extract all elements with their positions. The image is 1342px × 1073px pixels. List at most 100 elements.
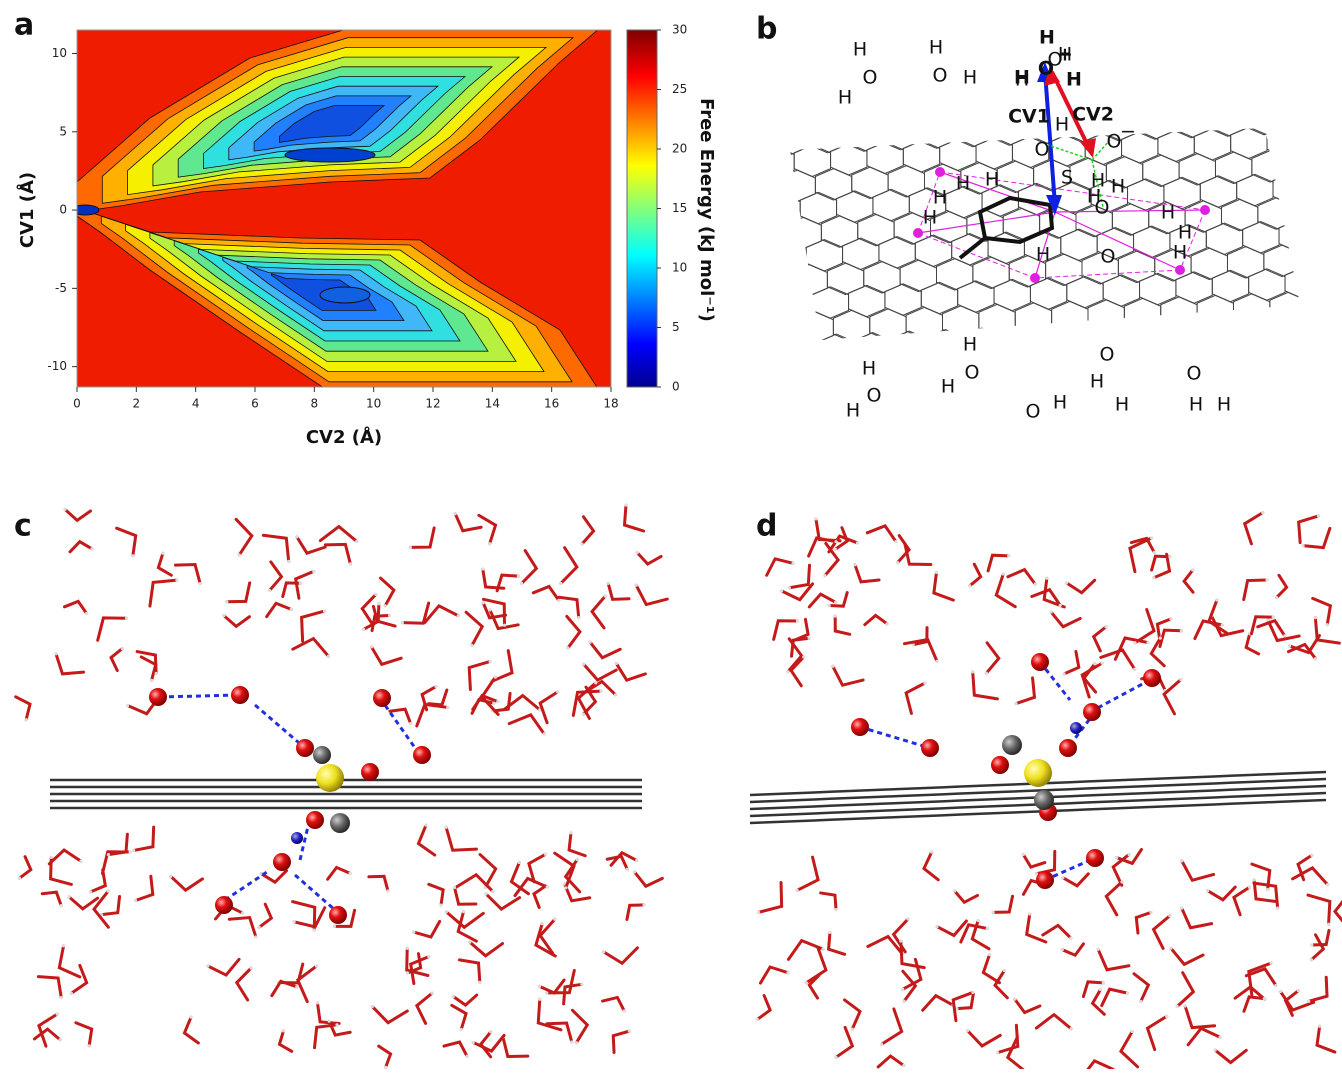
water-stick xyxy=(1134,974,1148,1002)
h-tip xyxy=(633,870,636,873)
h-tip xyxy=(588,641,591,644)
water-stick xyxy=(98,618,127,640)
hexagon xyxy=(1137,108,1173,140)
hexagon xyxy=(809,121,845,153)
h-tip xyxy=(427,955,430,958)
diagram-label: H xyxy=(853,39,867,61)
h-tip xyxy=(828,604,831,607)
h-tip xyxy=(401,621,404,624)
diagram-label: H xyxy=(862,358,876,380)
h-tip xyxy=(121,647,124,650)
h-tip xyxy=(370,645,373,648)
water-stick xyxy=(1299,516,1319,543)
h-tip xyxy=(56,1013,59,1016)
water-stick xyxy=(547,970,575,992)
hexagon xyxy=(882,118,918,150)
h-tip xyxy=(88,1044,91,1047)
h-tip xyxy=(470,644,473,647)
h-tip xyxy=(315,964,318,967)
h-tip xyxy=(1069,936,1072,939)
h-tip xyxy=(1248,886,1251,889)
water-stick xyxy=(1027,914,1046,942)
water-stick xyxy=(402,603,428,623)
water-stick xyxy=(71,965,86,993)
h-tip xyxy=(607,582,610,585)
hexagon xyxy=(891,331,927,363)
water-stick xyxy=(566,860,580,892)
water-stick xyxy=(1023,854,1044,867)
h-tip xyxy=(557,599,560,602)
diagram-label: H xyxy=(1090,371,1104,393)
diagram-label: O xyxy=(1026,401,1041,423)
h-tip xyxy=(899,939,902,942)
molecular-render xyxy=(16,503,1342,1069)
h-tip xyxy=(129,850,132,853)
water-stick xyxy=(767,559,793,575)
h-tip xyxy=(1014,702,1017,705)
water-stick xyxy=(425,606,458,623)
h-tip xyxy=(1165,1015,1168,1018)
water-stick xyxy=(263,535,288,561)
hexagon xyxy=(1337,242,1342,274)
hexagon xyxy=(803,359,839,391)
hexagon xyxy=(1058,349,1094,381)
water-stick xyxy=(1106,882,1122,915)
h-tip xyxy=(431,992,434,995)
h-tip xyxy=(886,622,889,625)
h-tip xyxy=(1120,880,1123,883)
water-stick xyxy=(102,852,130,874)
hexagon xyxy=(918,117,954,149)
h-tip xyxy=(1317,514,1320,517)
water-stick xyxy=(533,586,559,600)
water-stick xyxy=(455,514,481,531)
atom xyxy=(296,739,314,757)
water-stick xyxy=(481,1032,491,1057)
h-tip xyxy=(462,910,465,913)
x-tick-label: 12 xyxy=(425,397,440,411)
water-stick xyxy=(1164,680,1181,714)
h-tip xyxy=(1180,629,1183,632)
water-stick xyxy=(184,1017,198,1043)
water-stick xyxy=(996,574,1015,607)
h-tip xyxy=(434,685,437,688)
hexagon xyxy=(1146,321,1182,353)
x-tick-label: 2 xyxy=(133,397,141,411)
water-stick xyxy=(637,553,661,564)
hexagon xyxy=(985,352,1021,384)
h-tip xyxy=(488,542,491,545)
water-stick xyxy=(1244,580,1267,600)
water-stick xyxy=(426,690,447,705)
water-stick xyxy=(302,611,325,641)
hexagon xyxy=(1309,171,1342,203)
water-stick xyxy=(924,852,938,880)
water-stick xyxy=(1308,895,1330,924)
water-stick xyxy=(923,996,953,1011)
hexagon xyxy=(773,123,809,155)
h-tip xyxy=(966,1029,969,1032)
y-axis-label: CV1 (Å) xyxy=(15,172,38,248)
h-tip xyxy=(107,853,110,856)
h-tip xyxy=(636,551,639,554)
water-stick xyxy=(1067,580,1095,593)
h-tip xyxy=(853,563,856,566)
diagram-label: H xyxy=(1036,244,1050,266)
h-tip xyxy=(1159,637,1162,640)
water-stick xyxy=(1062,944,1083,955)
hexagon xyxy=(770,241,806,273)
water-stick xyxy=(955,891,978,902)
h-tip xyxy=(60,996,63,999)
water-stick xyxy=(1154,916,1170,949)
h-tip xyxy=(62,944,65,947)
h-tip xyxy=(1265,578,1268,581)
water-stick xyxy=(878,1056,904,1067)
water-stick xyxy=(417,993,432,1023)
water-stick xyxy=(821,893,836,910)
x-tick-label: 8 xyxy=(311,397,319,411)
water-stick xyxy=(865,615,887,624)
water-stick xyxy=(1209,600,1228,634)
atom xyxy=(149,688,167,706)
water-stick xyxy=(1249,963,1271,995)
h-tip xyxy=(582,663,585,666)
h-tip xyxy=(575,1041,578,1044)
diagram-label: S xyxy=(1061,167,1073,189)
